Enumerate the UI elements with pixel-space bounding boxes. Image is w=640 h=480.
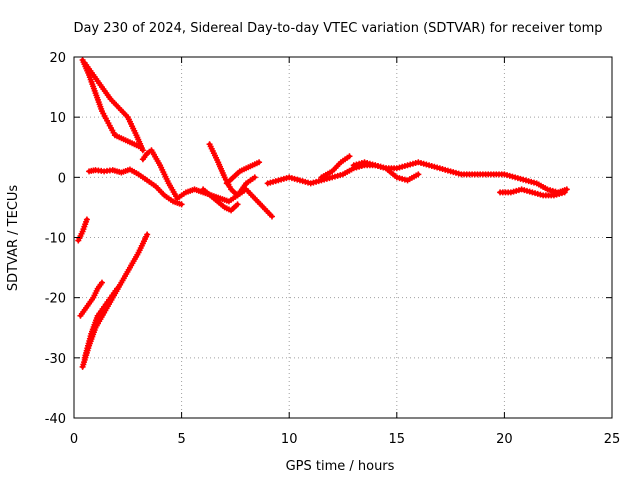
x-tick-label: 20 <box>496 432 513 447</box>
data-point <box>346 153 353 160</box>
data-point <box>139 147 146 154</box>
data-layer <box>75 57 570 370</box>
data-point <box>561 189 568 196</box>
x-tick-label: 15 <box>389 432 406 447</box>
x-axis-label: GPS time / hours <box>286 459 395 474</box>
x-tick-label: 25 <box>604 432 621 447</box>
data-point <box>563 186 570 193</box>
data-point <box>234 201 241 208</box>
y-tick-label: -30 <box>45 352 66 367</box>
data-point <box>178 201 185 208</box>
series-track-near-zero-early <box>87 167 184 207</box>
data-point <box>144 231 151 238</box>
grid <box>74 57 612 418</box>
x-tick-label: 10 <box>281 432 298 447</box>
data-point <box>256 159 263 166</box>
y-tick-label: -20 <box>45 292 66 307</box>
data-point <box>415 171 422 178</box>
y-tick-label: 0 <box>58 171 66 186</box>
y-tick-label: -40 <box>45 412 66 427</box>
chart-title: Day 230 of 2024, Sidereal Day-to-day VTE… <box>73 21 602 36</box>
y-tick-label: -10 <box>45 232 66 247</box>
y-axis-label: SDTVAR / TECUs <box>6 185 21 292</box>
y-tick-label: 10 <box>49 111 66 126</box>
y-tick-label: 20 <box>49 51 66 66</box>
y-axis-ticks: -40 -30 -20 -10 0 10 20 <box>45 51 612 427</box>
data-point <box>114 285 121 292</box>
series-line <box>87 167 184 207</box>
x-tick-label: 5 <box>177 432 185 447</box>
data-point <box>83 216 90 223</box>
data-point <box>268 213 275 220</box>
x-axis-ticks: 0 5 10 15 20 25 <box>70 57 620 447</box>
data-point <box>251 174 258 181</box>
data-point <box>98 279 105 286</box>
x-tick-label: 0 <box>70 432 78 447</box>
